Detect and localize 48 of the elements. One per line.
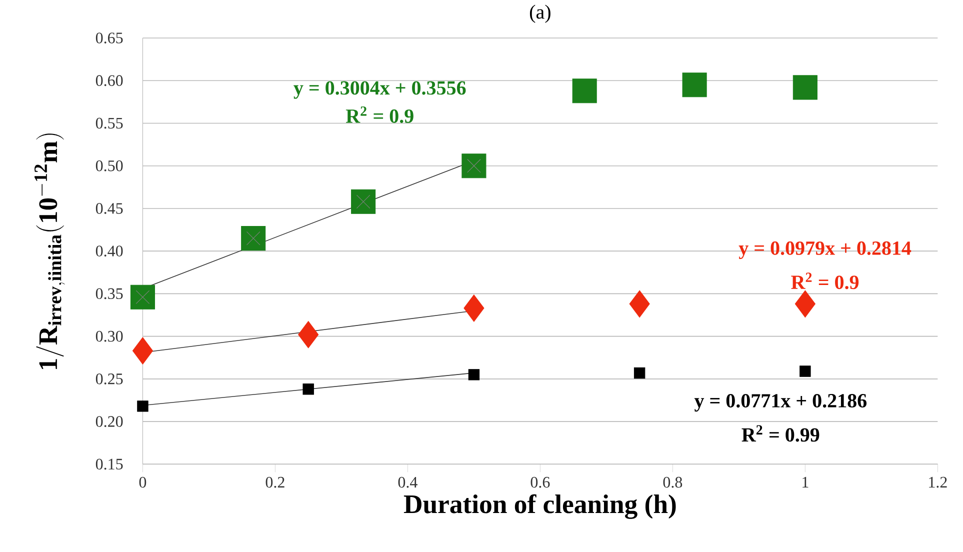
chart-title: (a)	[530, 4, 550, 23]
y-axis-title: $\mathbf{1/R_{irrev,iinitia}(10^{-12}m)}$	[34, 133, 65, 369]
x-tick-label: 0.8	[663, 476, 682, 488]
annotation: R$^{2}$ = 0.9	[346, 106, 414, 123]
point	[356, 194, 370, 208]
point	[132, 337, 153, 364]
y-tick-label: 0.30	[96, 330, 123, 342]
x-axis-title: Duration of cleaning (h)	[404, 494, 676, 519]
point	[800, 366, 811, 377]
point	[130, 284, 155, 310]
annotation: y = 0.3004x + 0.3556	[294, 81, 466, 99]
point	[572, 78, 597, 104]
point	[298, 320, 319, 348]
annotation: y = 0.0771x + 0.2186	[694, 394, 867, 412]
point	[467, 158, 481, 173]
y-tick-label: 0.15	[96, 458, 123, 470]
point	[794, 290, 816, 318]
point	[241, 226, 266, 250]
y-tick-label: 0.20	[96, 416, 123, 427]
point	[136, 290, 150, 304]
y-tick-label: 0.35	[96, 288, 123, 300]
point	[682, 72, 707, 98]
x-tick-label: 0.2	[266, 476, 284, 488]
y-tick-label: 0.65	[96, 32, 123, 44]
point	[351, 189, 376, 214]
point	[462, 153, 486, 178]
point	[468, 368, 480, 380]
y-tick-label: 0.40	[96, 246, 123, 256]
x-tick-label: 1.2	[929, 476, 947, 488]
point	[634, 367, 646, 378]
x-tick-label: 0.4	[398, 476, 418, 488]
point	[246, 231, 260, 246]
x-tick-label: 0	[139, 476, 146, 488]
y-tick-label: 0.45	[96, 202, 123, 214]
point	[464, 294, 484, 322]
y-tick-label: 0.25	[96, 373, 123, 384]
point	[137, 400, 148, 412]
point	[792, 75, 818, 100]
annotation: R$^{2}$ = 0.9	[791, 272, 859, 290]
annotation: R$^{2}$ = 0.99	[742, 425, 820, 442]
y-tick-label: 0.55	[96, 118, 123, 129]
point	[629, 290, 650, 318]
point	[302, 383, 314, 395]
y-tick-label: 0.50	[96, 160, 123, 172]
x-tick-label: 1	[802, 476, 808, 488]
x-tick-label: 0.6	[530, 476, 550, 488]
y-tick-label: 0.60	[96, 75, 123, 86]
annotation: y = 0.0979x + 0.2814	[738, 241, 912, 259]
